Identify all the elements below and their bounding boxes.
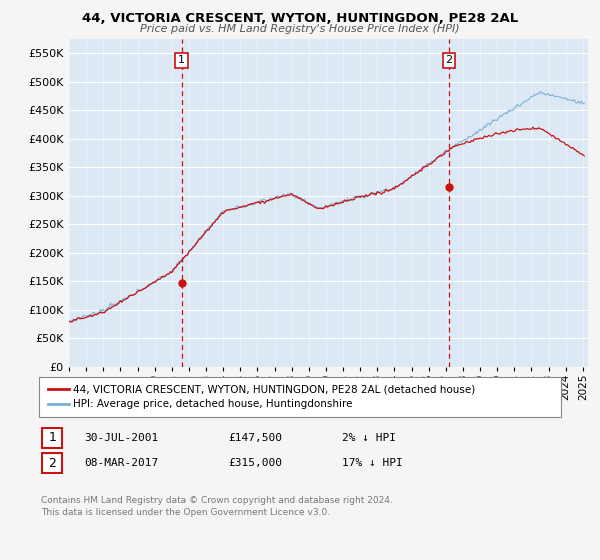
Text: Price paid vs. HM Land Registry's House Price Index (HPI): Price paid vs. HM Land Registry's House … [140, 24, 460, 34]
Text: 2: 2 [48, 456, 56, 470]
FancyBboxPatch shape [42, 428, 62, 448]
Text: £315,000: £315,000 [228, 458, 282, 468]
Text: 44, VICTORIA CRESCENT, WYTON, HUNTINGDON, PE28 2AL (detached house): 44, VICTORIA CRESCENT, WYTON, HUNTINGDON… [73, 384, 475, 394]
FancyBboxPatch shape [42, 453, 62, 473]
Text: 2: 2 [445, 55, 452, 66]
Text: 1: 1 [48, 431, 56, 445]
Text: 17% ↓ HPI: 17% ↓ HPI [342, 458, 403, 468]
Text: 2% ↓ HPI: 2% ↓ HPI [342, 433, 396, 443]
Text: 1: 1 [178, 55, 185, 66]
Text: 08-MAR-2017: 08-MAR-2017 [84, 458, 158, 468]
Text: 44, VICTORIA CRESCENT, WYTON, HUNTINGDON, PE28 2AL: 44, VICTORIA CRESCENT, WYTON, HUNTINGDON… [82, 12, 518, 25]
Text: £147,500: £147,500 [228, 433, 282, 443]
Text: HPI: Average price, detached house, Huntingdonshire: HPI: Average price, detached house, Hunt… [73, 399, 353, 409]
Text: 30-JUL-2001: 30-JUL-2001 [84, 433, 158, 443]
Text: Contains HM Land Registry data © Crown copyright and database right 2024.
This d: Contains HM Land Registry data © Crown c… [41, 496, 392, 517]
